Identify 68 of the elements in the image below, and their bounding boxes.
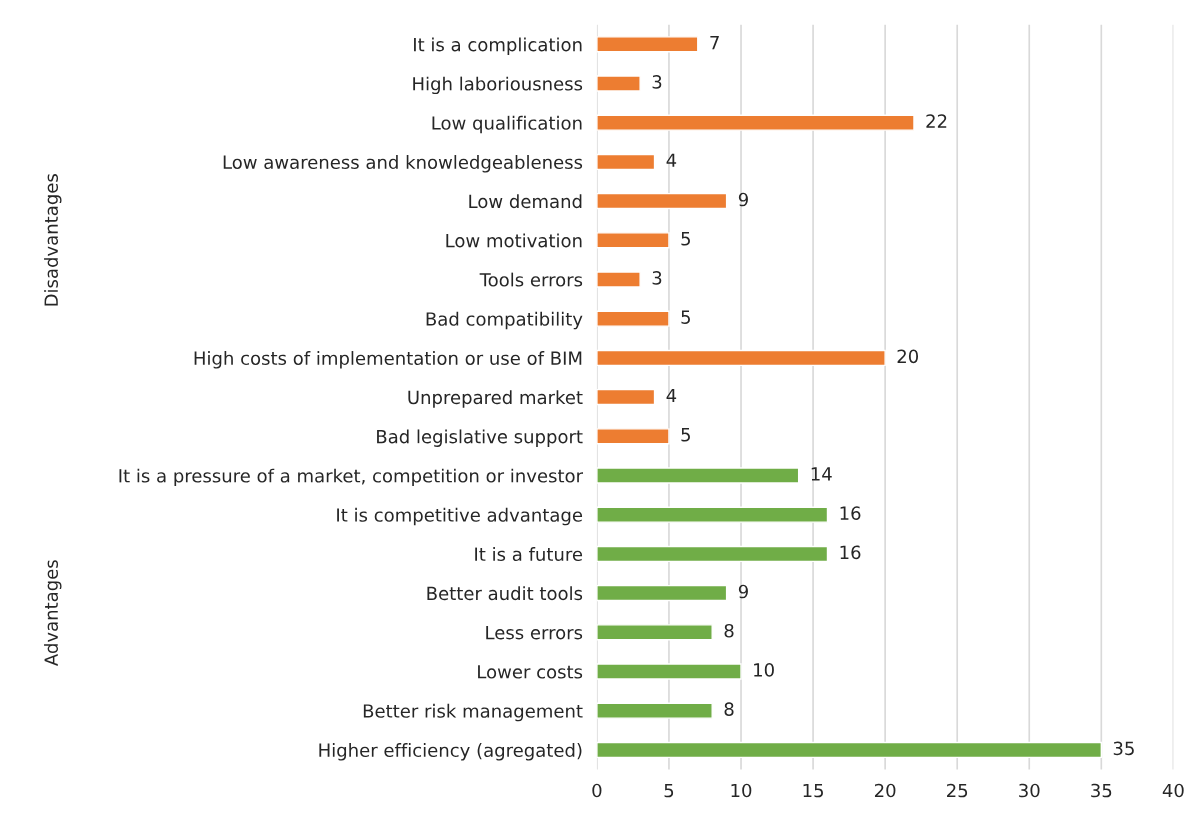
y-tick-label: Higher efficiency (agregated) — [319, 743, 582, 761]
data-label: 16 — [840, 506, 861, 520]
y-tick-label: Bad compatibility — [426, 311, 583, 330]
bar — [596, 271, 641, 288]
text: Disadvantages — [44, 174, 62, 306]
bar — [596, 36, 699, 53]
y-tick-label: High costs of implementation or use of BIM — [194, 351, 582, 369]
bar — [596, 310, 670, 327]
y-tick-label: High laboriousness — [413, 76, 583, 95]
data-label: 8 — [724, 702, 734, 716]
bar — [596, 702, 713, 719]
y-tick-label: Low awareness and knowledgeableness — [223, 155, 583, 173]
data-label: 3 — [652, 75, 662, 89]
data-label: 4 — [666, 388, 677, 403]
bar — [596, 741, 1103, 759]
y-tick-label: It is a pressure of a market, competition or investor — [119, 468, 584, 487]
x-tick-label: 5 — [664, 783, 674, 798]
y-tick-label: Better audit tools — [427, 586, 583, 601]
x-tick-label: 25 — [947, 783, 968, 798]
text: Advantages — [44, 560, 62, 666]
y-tick-label: Low demand — [469, 194, 582, 209]
data-label: 7 — [710, 36, 719, 50]
bar — [596, 232, 670, 249]
y-tick-label: Low qualification — [432, 115, 582, 134]
bar — [596, 192, 728, 210]
y-tick-label: It is competitive advantage — [337, 507, 583, 526]
bar — [596, 584, 728, 602]
data-label: 22 — [926, 114, 947, 128]
y-tick-label: Unprepared market — [408, 390, 583, 408]
x-tick-label: 10 — [731, 783, 752, 798]
data-label: 4 — [666, 153, 677, 167]
x-tick-label: 40 — [1162, 783, 1184, 798]
y-tick-label: Low motivation — [446, 233, 582, 248]
data-label: 16 — [840, 545, 861, 560]
bar — [596, 624, 713, 641]
x-tick-label: 15 — [803, 783, 823, 798]
data-label: 5 — [681, 310, 690, 324]
bar — [596, 663, 742, 680]
y-tick-label: It is a complication — [414, 37, 582, 55]
x-tick-label: 35 — [1091, 783, 1112, 798]
bar — [596, 388, 656, 406]
x-tick-label: 0 — [592, 783, 602, 798]
bar — [596, 349, 886, 367]
data-label: 5 — [681, 428, 690, 442]
y-tick-label: Less errors — [486, 626, 583, 640]
data-label: 3 — [652, 271, 662, 285]
bar — [596, 545, 829, 563]
x-tick-label: 30 — [1019, 783, 1040, 798]
y-tick-label: Lower costs — [478, 665, 583, 679]
bar — [596, 114, 915, 131]
y-tick-label: Bad legislative support — [377, 429, 583, 447]
bar — [596, 75, 641, 92]
data-label: 8 — [724, 623, 734, 638]
bar — [596, 506, 829, 523]
y-tick-label: Tools errors — [479, 272, 583, 287]
data-label: 9 — [738, 192, 748, 207]
bar — [596, 467, 800, 484]
x-tick-label: 20 — [874, 783, 896, 798]
data-label: 14 — [811, 467, 832, 481]
data-label: 5 — [681, 232, 690, 246]
data-label: 9 — [738, 584, 748, 599]
bar — [596, 153, 656, 171]
data-label: 10 — [754, 663, 774, 677]
data-label: 35 — [1113, 741, 1134, 756]
y-tick-label: Better risk management — [363, 703, 583, 722]
data-label: 20 — [897, 349, 919, 364]
y-tick-label: It is a future — [475, 547, 583, 562]
bar — [596, 428, 670, 445]
